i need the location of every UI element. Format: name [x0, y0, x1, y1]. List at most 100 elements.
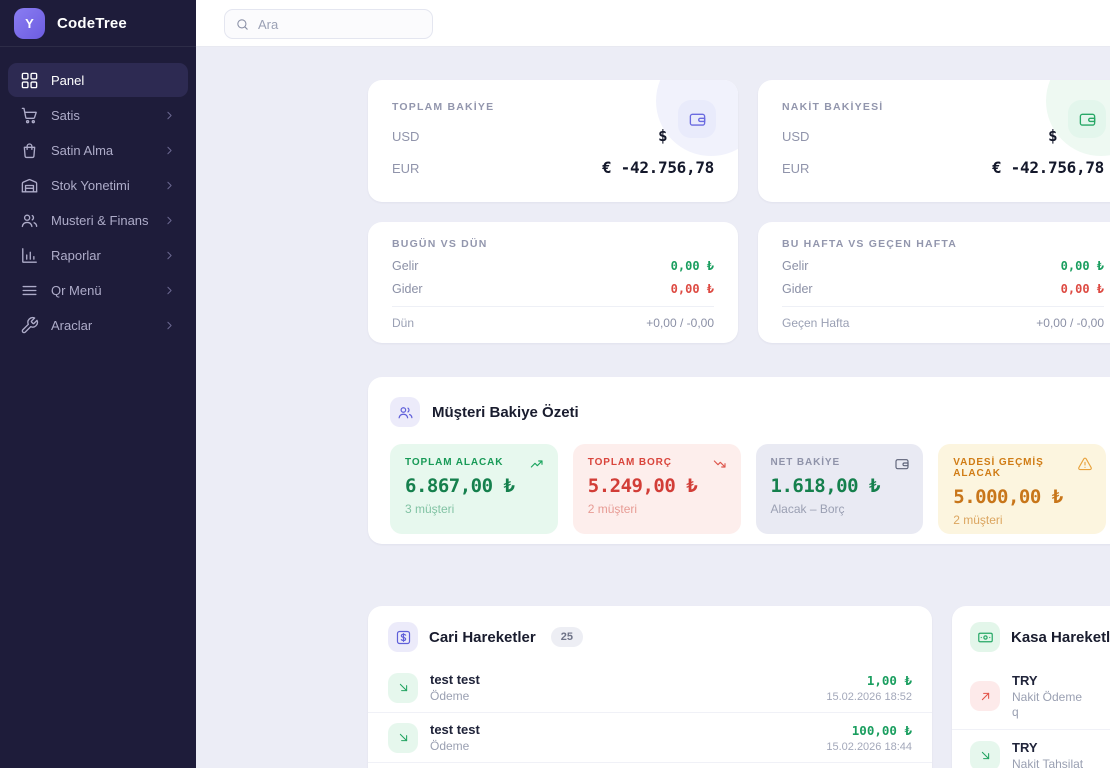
- footer-label: Dün: [392, 316, 415, 330]
- stat-label: TOPLAM ALACAK: [405, 457, 504, 468]
- sidebar-item-araclar[interactable]: Araclar: [8, 308, 188, 342]
- footer-value: +0,00 / -0,00: [1036, 316, 1104, 330]
- currency-label: USD: [392, 129, 420, 144]
- card-title: TOPLAM BAKİYE: [392, 101, 495, 113]
- search-input[interactable]: [258, 16, 434, 32]
- section-header: Müşteri Bakiye Özeti: [390, 397, 1106, 427]
- section-header: Cari Hareketler 25: [368, 606, 932, 663]
- transaction-datetime: 15.02.2026 18:44: [826, 740, 912, 753]
- arrow-down-right-icon: [388, 672, 418, 703]
- count-badge: 25: [550, 627, 583, 647]
- users-icon: [390, 397, 420, 427]
- search-icon: [235, 17, 250, 32]
- currency-label: EUR: [782, 161, 810, 176]
- stat-value: 5.249,00 ₺: [587, 475, 698, 497]
- expense-label: Gider: [392, 282, 423, 296]
- stat-overdue-receivable: VADESİ GEÇMİŞ ALACAK 5.000,00 ₺ 2 müşter…: [938, 444, 1106, 534]
- card-title: BUGÜN VS DÜN: [392, 238, 488, 250]
- sidebar-item-panel[interactable]: Panel: [8, 63, 188, 97]
- sidebar-item-satis[interactable]: Satis: [8, 98, 188, 132]
- stat-label: TOPLAM BORÇ: [587, 457, 672, 468]
- sidebar-item-label: Musteri & Finans: [51, 212, 149, 228]
- brand-name: CodeTree: [57, 14, 127, 32]
- transaction-type: Nakit Ödeme: [1012, 690, 1083, 704]
- wallet-icon: [1068, 100, 1106, 138]
- stat-value: 6.867,00 ₺: [405, 475, 515, 497]
- stat-subtext: Alacak – Borç: [770, 502, 845, 516]
- warehouse-icon: [20, 176, 39, 195]
- expense-row: Gider 0,00 ₺: [392, 282, 714, 296]
- stat-value: 1.618,00 ₺: [770, 475, 881, 497]
- transaction-type: Ödeme: [430, 739, 470, 753]
- sidebar-item-label: Qr Menü: [51, 282, 102, 298]
- sidebar-item-label: Satis: [51, 107, 80, 123]
- sidebar-item-satin-alma[interactable]: Satin Alma: [8, 133, 188, 167]
- bar-chart-icon: [20, 246, 39, 265]
- customer-balance-summary: Müşteri Bakiye Özeti TOPLAM ALACAK 6.867…: [368, 377, 1110, 544]
- currency-label: EUR: [392, 161, 420, 176]
- card-title: BU HAFTA VS GEÇEN HAFTA: [782, 238, 957, 250]
- sidebar: Y CodeTree Panel Satis Satin Alma Stok Y…: [0, 0, 196, 768]
- expense-value: 0,00 ₺: [670, 282, 714, 296]
- income-label: Gelir: [392, 259, 419, 273]
- stat-value: 5.000,00 ₺: [953, 486, 1063, 508]
- section-title: Cari Hareketler: [429, 628, 536, 646]
- sidebar-item-stok-yonetimi[interactable]: Stok Yonetimi: [8, 168, 188, 202]
- grid-icon: [20, 71, 39, 90]
- transaction-note: q: [1012, 705, 1019, 719]
- transaction-type: Nakit Tahsilat: [1012, 757, 1084, 768]
- sidebar-item-qr-menu[interactable]: Qr Menü: [8, 273, 188, 307]
- transaction-row[interactable]: test test Ödeme 1,00 ₺ 15.02.2026 18:52: [368, 663, 932, 713]
- stat-subtext: 2 müşteri: [587, 502, 638, 516]
- currency-value: € -42.756,78: [992, 158, 1104, 177]
- transaction-row[interactable]: TRY Nakit Tahsilat: [952, 730, 1110, 768]
- currency-value: € -42.756,78: [602, 158, 714, 177]
- income-label: Gelir: [782, 259, 809, 273]
- stat-net-balance: NET BAKİYE 1.618,00 ₺ Alacak – Borç: [755, 444, 924, 534]
- stat-label: VADESİ GEÇMİŞ ALACAK: [953, 457, 1044, 479]
- brand: Y CodeTree: [0, 0, 196, 47]
- chevron-right-icon: [163, 144, 176, 157]
- total-balance-card: TOPLAM BAKİYE USD $ 0,00 EUR € -42.756,7…: [368, 80, 738, 202]
- transaction-currency: TRY: [1012, 673, 1038, 688]
- wrench-icon: [20, 316, 39, 335]
- footer-row: Geçen Hafta +0,00 / -0,00: [782, 306, 1104, 330]
- stat-total-debt: TOPLAM BORÇ 5.249,00 ₺ 2 müşteri: [572, 444, 741, 534]
- expense-label: Gider: [782, 282, 813, 296]
- sidebar-item-label: Stok Yonetimi: [51, 177, 130, 193]
- week-vs-lastweek-card: BU HAFTA VS GEÇEN HAFTA Gelir 0,00 ₺ Gid…: [758, 222, 1110, 343]
- footer-value: +0,00 / -0,00: [646, 316, 714, 330]
- currency-label: USD: [782, 129, 810, 144]
- sidebar-item-label: Raporlar: [51, 247, 101, 263]
- stat-total-receivable: TOPLAM ALACAK 6.867,00 ₺ 3 müşteri: [390, 444, 558, 534]
- chevron-right-icon: [163, 249, 176, 262]
- transaction-datetime: 15.02.2026 18:52: [826, 690, 912, 703]
- trending-down-icon: [712, 456, 728, 472]
- transaction-amount: 100,00 ₺: [851, 722, 912, 738]
- sidebar-item-label: Araclar: [51, 317, 93, 333]
- sidebar-item-musteri-finans[interactable]: Musteri & Finans: [8, 203, 188, 237]
- card-title: NAKİT BAKİYESİ: [782, 101, 884, 113]
- sidebar-nav: Panel Satis Satin Alma Stok Yonetimi Mus…: [0, 47, 196, 342]
- transaction-row[interactable]: test test Ödeme 100,00 ₺ 15.02.2026 18:4…: [368, 713, 932, 763]
- transaction-row[interactable]: TRY Nakit Ödeme q: [952, 663, 1110, 730]
- transaction-amount: 1,00 ₺: [866, 672, 912, 688]
- dollar-square-icon: [388, 622, 418, 652]
- trending-up-icon: [529, 456, 545, 472]
- income-row: Gelir 0,00 ₺: [392, 259, 714, 273]
- transaction-currency: TRY: [1012, 740, 1038, 755]
- stat-label: NET BAKİYE: [770, 457, 841, 468]
- section-title: Kasa Hareketleri: [1011, 628, 1110, 646]
- cart-icon: [20, 106, 39, 125]
- transaction-name: test test: [430, 672, 480, 687]
- arrow-up-right-icon: [970, 681, 1000, 711]
- income-value: 0,00 ₺: [1060, 259, 1104, 273]
- chevron-right-icon: [163, 214, 176, 227]
- chevron-right-icon: [163, 319, 176, 332]
- search-box[interactable]: [224, 9, 434, 39]
- footer-row: Dün +0,00 / -0,00: [392, 306, 714, 330]
- balance-row: EUR € -42.756,78: [782, 158, 1104, 177]
- footer-label: Geçen Hafta: [782, 316, 850, 330]
- topbar: [196, 0, 1110, 47]
- sidebar-item-raporlar[interactable]: Raporlar: [8, 238, 188, 272]
